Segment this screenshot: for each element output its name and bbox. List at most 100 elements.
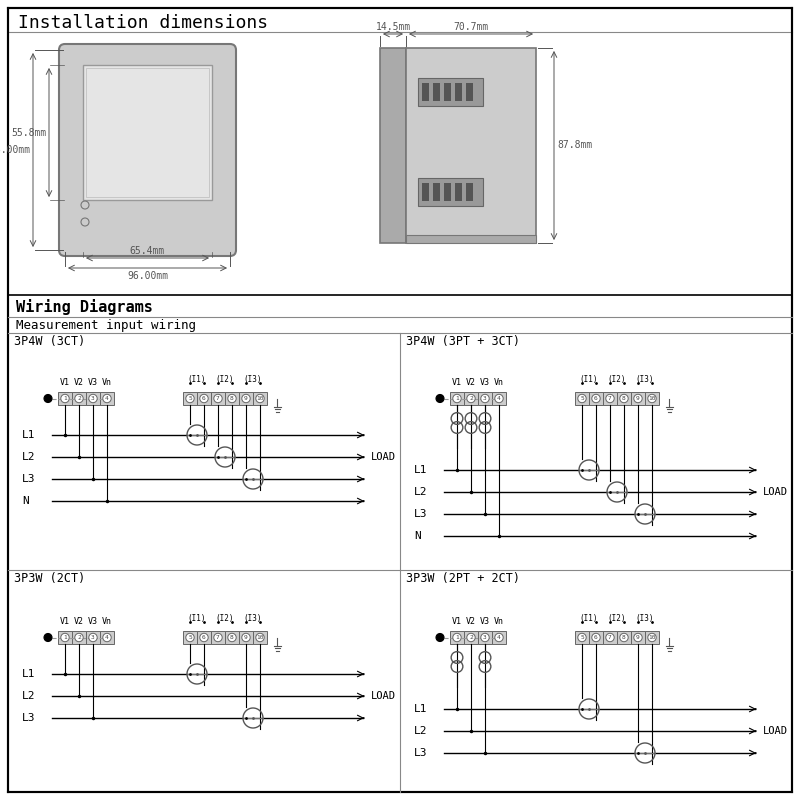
Text: 2: 2 [469, 635, 473, 640]
Circle shape [102, 394, 111, 402]
Text: (I3): (I3) [636, 614, 654, 623]
Text: 6: 6 [202, 396, 206, 401]
Text: (I1): (I1) [188, 614, 206, 623]
Circle shape [453, 634, 461, 642]
Bar [72, 392, 86, 405]
Bar [406, 235, 536, 243]
Bar [603, 392, 617, 405]
Text: 10: 10 [256, 635, 264, 640]
Text: 7: 7 [608, 635, 612, 640]
Circle shape [620, 394, 628, 402]
Text: (I2): (I2) [216, 614, 234, 623]
Text: 8: 8 [622, 396, 626, 401]
Circle shape [592, 634, 600, 642]
Text: 7: 7 [216, 635, 220, 640]
Bar [631, 631, 645, 644]
Text: 14.5mm: 14.5mm [375, 22, 410, 32]
Bar [86, 631, 100, 644]
Text: 2: 2 [469, 396, 473, 401]
Circle shape [436, 394, 444, 402]
Text: 7: 7 [216, 396, 220, 401]
Text: L2: L2 [22, 691, 35, 701]
Text: 10: 10 [256, 396, 264, 401]
Bar [492, 631, 506, 644]
Circle shape [242, 634, 250, 642]
Circle shape [256, 394, 264, 402]
Text: 9: 9 [244, 635, 248, 640]
Text: L3: L3 [22, 713, 35, 723]
Text: 9: 9 [636, 396, 640, 401]
Bar [100, 392, 114, 405]
Bar [197, 392, 211, 405]
Text: 10: 10 [648, 396, 656, 401]
Circle shape [242, 394, 250, 402]
Bar [433, 83, 440, 101]
Text: V1: V1 [60, 378, 70, 387]
Text: Vn: Vn [494, 378, 504, 387]
Bar [478, 631, 492, 644]
Bar [466, 83, 473, 101]
Text: 1: 1 [63, 635, 67, 640]
Text: L2: L2 [414, 487, 427, 497]
Text: LOAD: LOAD [371, 452, 396, 462]
Circle shape [648, 394, 656, 402]
Bar [239, 392, 253, 405]
Circle shape [200, 634, 208, 642]
Circle shape [620, 634, 628, 642]
Circle shape [578, 634, 586, 642]
Text: L3: L3 [414, 509, 427, 519]
Bar [58, 392, 72, 405]
Bar [86, 392, 100, 405]
Text: (I3): (I3) [244, 614, 262, 623]
Text: 10: 10 [648, 635, 656, 640]
Circle shape [494, 634, 503, 642]
Circle shape [466, 634, 475, 642]
Circle shape [453, 394, 461, 402]
Circle shape [102, 634, 111, 642]
Bar [645, 392, 659, 405]
Circle shape [75, 634, 83, 642]
Bar [645, 631, 659, 644]
Text: V2: V2 [74, 378, 84, 387]
Bar [631, 392, 645, 405]
Circle shape [75, 394, 83, 402]
Text: L2: L2 [22, 452, 35, 462]
Text: 4: 4 [105, 635, 109, 640]
Circle shape [186, 634, 194, 642]
Circle shape [481, 394, 490, 402]
Text: V1: V1 [452, 378, 462, 387]
Text: 8: 8 [230, 396, 234, 401]
Bar [422, 183, 429, 201]
Text: 1: 1 [63, 396, 67, 401]
Text: L3: L3 [414, 748, 427, 758]
Text: 1: 1 [455, 396, 459, 401]
Circle shape [578, 394, 586, 402]
Bar [617, 631, 631, 644]
Text: (I2): (I2) [216, 375, 234, 384]
Bar [444, 183, 451, 201]
Text: LOAD: LOAD [763, 487, 788, 497]
Text: 9: 9 [244, 396, 248, 401]
Text: 8: 8 [230, 635, 234, 640]
Circle shape [606, 634, 614, 642]
Text: 7: 7 [608, 396, 612, 401]
Text: 2: 2 [77, 396, 81, 401]
Text: 4: 4 [105, 396, 109, 401]
FancyBboxPatch shape [59, 44, 236, 256]
Text: (I3): (I3) [636, 375, 654, 384]
Text: Installation dimensions: Installation dimensions [18, 14, 268, 32]
Text: (I2): (I2) [608, 614, 626, 623]
Circle shape [228, 634, 236, 642]
Bar [455, 183, 462, 201]
Bar [589, 631, 603, 644]
Bar [464, 392, 478, 405]
Bar [464, 631, 478, 644]
Circle shape [44, 634, 52, 642]
Bar [418, 178, 483, 206]
Bar [617, 392, 631, 405]
Text: V3: V3 [480, 617, 490, 626]
Bar [253, 392, 267, 405]
Bar [100, 631, 114, 644]
Text: (I3): (I3) [244, 375, 262, 384]
Circle shape [634, 634, 642, 642]
